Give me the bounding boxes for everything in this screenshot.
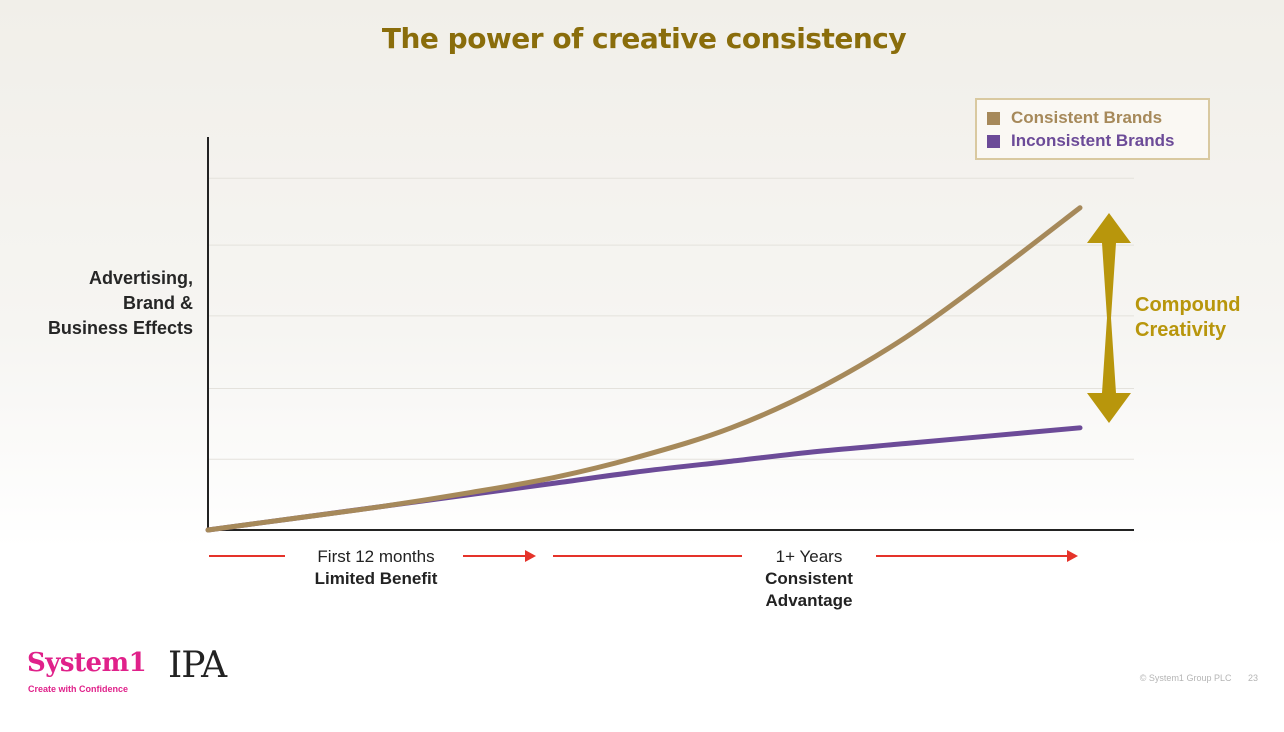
legend-item-consistent: Consistent Brands — [987, 108, 1162, 128]
page-number: 23 — [1247, 673, 1258, 683]
slide-title: The power of creative consistency — [381, 22, 907, 55]
slide-footer: © System1 Group PLC 23 — [1126, 673, 1258, 683]
double-headed-arrow-icon — [1087, 213, 1131, 423]
y-axis-label-line: Brand & — [122, 293, 193, 313]
compound-label-line: Creativity — [1135, 319, 1227, 341]
series-line-consistent — [205, 205, 1083, 533]
legend-label: Consistent Brands — [1011, 108, 1163, 127]
legend-swatch-inconsistent — [987, 134, 1000, 148]
system1-tagline: Create with Confidence — [28, 684, 129, 694]
right-arrow-icon — [525, 550, 536, 562]
period-sublabel: Advantage — [765, 591, 853, 610]
copyright-text: © System1 Group PLC — [1139, 673, 1232, 683]
period-sublabel: Limited Benefit — [314, 569, 438, 588]
period-arrows — [209, 550, 1078, 562]
period-first-12-months: First 12 months Limited Benefit — [276, 546, 476, 590]
compound-arrow — [1087, 213, 1131, 423]
system1-logo: System1 — [27, 648, 147, 678]
period-sublabel: Consistent — [765, 569, 853, 588]
period-label: 1+ Years — [775, 547, 843, 566]
compound-label-line: Compound — [1135, 294, 1241, 316]
legend-label: Inconsistent Brands — [1011, 131, 1175, 150]
right-arrow-icon — [1067, 550, 1078, 562]
y-axis-label: Advertising, Brand & Business Effects — [48, 266, 193, 341]
series-lines — [205, 205, 1083, 533]
gridlines — [208, 177, 1134, 460]
legend-swatch-consistent — [987, 111, 1000, 125]
period-label: First 12 months — [317, 547, 435, 566]
y-axis-label-line: Advertising, — [88, 268, 193, 288]
legend-item-inconsistent: Inconsistent Brands — [987, 131, 1174, 151]
chart-legend: Consistent Brands Inconsistent Brands — [975, 98, 1210, 160]
y-axis-label-line: Business Effects — [47, 318, 193, 338]
ipa-logo: IPA — [168, 645, 227, 686]
period-1-plus-years: 1+ Years Consistent Advantage — [709, 546, 909, 612]
compound-creativity-label: Compound Creativity — [1135, 293, 1241, 343]
